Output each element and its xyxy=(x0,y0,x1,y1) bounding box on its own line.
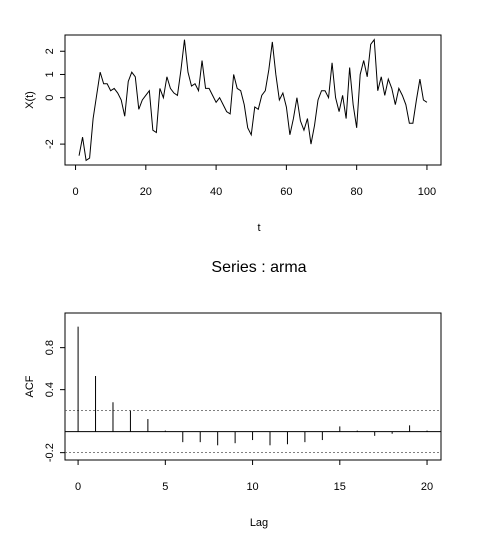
y-axis-label: X(t) xyxy=(24,91,36,109)
x-tick-label: 80 xyxy=(351,186,363,198)
x-tick-label: 10 xyxy=(246,481,258,493)
y-tick-label: 0.4 xyxy=(44,382,56,397)
x-axis-label: t xyxy=(257,222,260,234)
x-tick-label: 20 xyxy=(421,481,433,493)
x-tick-label: 40 xyxy=(210,186,222,198)
y-axis-label: ACF xyxy=(24,375,36,397)
chart-title: Series : arma xyxy=(211,259,306,276)
y-tick-label: 2 xyxy=(44,48,56,54)
x-tick-label: 20 xyxy=(140,186,152,198)
x-tick-label: 60 xyxy=(280,186,292,198)
x-tick-label: 5 xyxy=(162,481,168,493)
x-tick-label: 0 xyxy=(75,481,81,493)
x-tick-label: 0 xyxy=(72,186,78,198)
y-tick-label: 1 xyxy=(44,71,56,77)
y-tick-label: -2 xyxy=(44,139,56,149)
series-line xyxy=(78,38,428,162)
x-tick-label: 15 xyxy=(334,481,346,493)
plot-box xyxy=(64,34,442,166)
x-tick-label: 100 xyxy=(418,186,436,198)
y-tick-label: -0.2 xyxy=(44,443,56,462)
y-tick-label: 0.8 xyxy=(44,340,56,355)
y-tick-label: 0 xyxy=(44,95,56,101)
x-axis-label: Lag xyxy=(250,517,268,529)
